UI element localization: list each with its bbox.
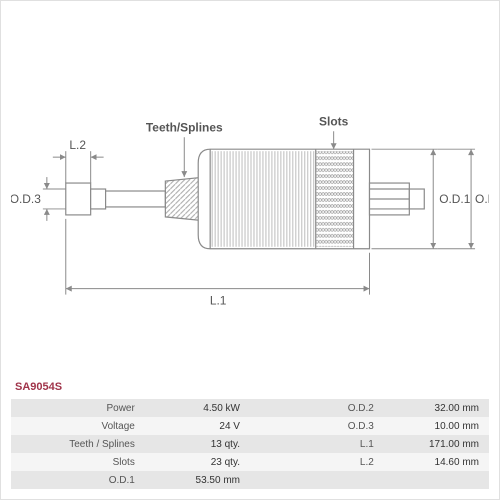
spec-value: 14.60 mm bbox=[384, 453, 489, 471]
table-row: Slots23 qty.L.214.60 mm bbox=[11, 453, 489, 471]
spec-label: L.2 bbox=[250, 453, 384, 471]
armature-diagram: Teeth/Splines Slots L.2 O.D.3 L.1 O.D.1 … bbox=[11, 11, 489, 377]
spec-value: 4.50 kW bbox=[145, 399, 250, 417]
l1-label: L.1 bbox=[210, 294, 227, 308]
table-row: Power4.50 kWO.D.232.00 mm bbox=[11, 399, 489, 417]
spec-label: Slots bbox=[11, 453, 145, 471]
part-code: SA9054S bbox=[11, 377, 489, 399]
table-row: Voltage24 VO.D.310.00 mm bbox=[11, 417, 489, 435]
spec-label: O.D.1 bbox=[11, 471, 145, 489]
spec-value: 23 qty. bbox=[145, 453, 250, 471]
od3-label: O.D.3 bbox=[11, 192, 41, 206]
spec-label: O.D.3 bbox=[250, 417, 384, 435]
spec-label: L.1 bbox=[250, 435, 384, 453]
spec-label: O.D.2 bbox=[250, 399, 384, 417]
spec-value: 53.50 mm bbox=[145, 471, 250, 489]
spec-label: Teeth / Splines bbox=[11, 435, 145, 453]
spec-table: Power4.50 kWO.D.232.00 mmVoltage24 VO.D.… bbox=[11, 399, 489, 489]
spec-value: 24 V bbox=[145, 417, 250, 435]
spec-value: 10.00 mm bbox=[384, 417, 489, 435]
teeth-label: Teeth/Splines bbox=[146, 120, 223, 134]
od1-label: O.D.1 bbox=[439, 192, 471, 206]
spec-value: 171.00 mm bbox=[384, 435, 489, 453]
table-row: O.D.153.50 mm bbox=[11, 471, 489, 489]
l2-label: L.2 bbox=[69, 138, 86, 152]
spec-label: Voltage bbox=[11, 417, 145, 435]
table-row: Teeth / Splines13 qty.L.1171.00 mm bbox=[11, 435, 489, 453]
spec-label bbox=[250, 471, 384, 489]
od2-label: O.D.2 bbox=[475, 192, 489, 206]
slots-label: Slots bbox=[319, 114, 349, 128]
spec-label: Power bbox=[11, 399, 145, 417]
spec-value bbox=[384, 471, 489, 489]
spec-value: 32.00 mm bbox=[384, 399, 489, 417]
spec-value: 13 qty. bbox=[145, 435, 250, 453]
